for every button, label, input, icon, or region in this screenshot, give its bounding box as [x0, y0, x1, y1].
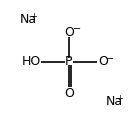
Text: −: −	[106, 54, 114, 64]
Text: O: O	[98, 55, 108, 68]
Text: P: P	[65, 55, 73, 68]
Text: −: −	[73, 24, 81, 34]
Text: HO: HO	[21, 55, 41, 68]
Text: O: O	[64, 87, 74, 100]
Text: Na: Na	[106, 95, 123, 108]
Text: +: +	[116, 94, 123, 103]
Text: O: O	[64, 26, 74, 39]
Text: +: +	[30, 12, 37, 21]
Text: Na: Na	[20, 13, 37, 26]
